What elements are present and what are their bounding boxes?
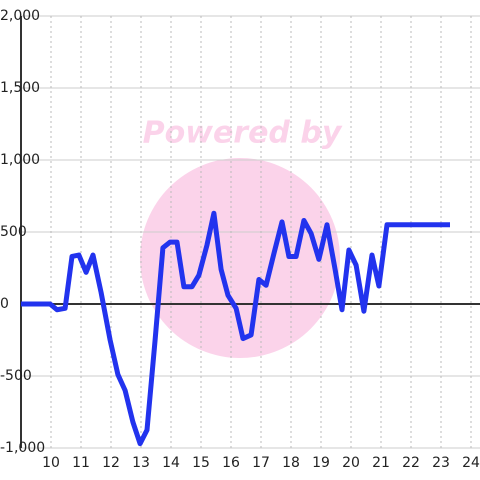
x-tick-label: 21: [372, 455, 390, 471]
x-tick-label: 10: [42, 455, 60, 471]
watermark-text: Powered by: [143, 116, 343, 151]
x-tick-label: 11: [72, 455, 90, 471]
y-tick-label: -500: [0, 368, 32, 384]
x-tick-label: 14: [162, 455, 180, 471]
x-tick-label: 15: [192, 455, 210, 471]
x-tick-label: 18: [282, 455, 300, 471]
x-tick-label: 13: [132, 455, 150, 471]
y-tick-label: 0: [0, 296, 9, 312]
y-tick-label: -1,000: [0, 440, 45, 456]
x-tick-label: 20: [342, 455, 360, 471]
series-line: [21, 210, 450, 447]
labels: -1,000 -500 0 500 1,000 1,500 2,000 10 11 12 13 14 1…: [0, 8, 480, 471]
x-tick-label: 19: [312, 455, 330, 471]
x-tick-label: 24: [462, 455, 480, 471]
grid: [20, 15, 480, 449]
y-tick-label: 1,000: [0, 152, 40, 168]
y-tick-label: 1,500: [0, 80, 40, 96]
watermark-circle: [140, 158, 340, 358]
x-tick-label: 23: [432, 455, 450, 471]
plot: [21, 210, 450, 447]
x-tick-label: 17: [252, 455, 270, 471]
y-tick-label: 2,000: [0, 8, 40, 24]
y-tick-label: 500: [0, 224, 27, 240]
x-tick-label: 12: [102, 455, 120, 471]
x-tick-label: 22: [402, 455, 420, 471]
x-tick-label: 16: [222, 455, 240, 471]
